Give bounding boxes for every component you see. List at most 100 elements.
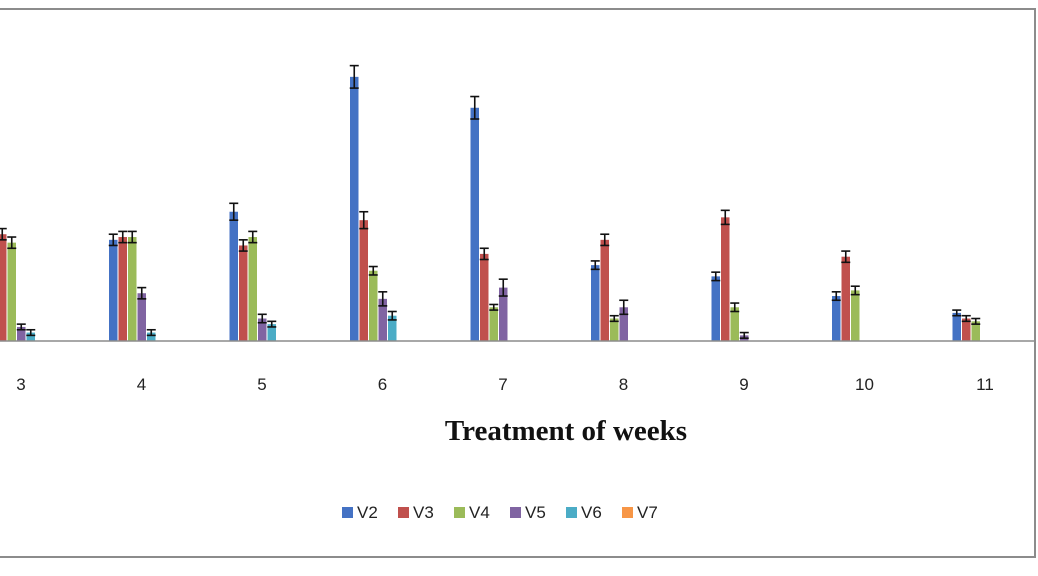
legend: V2 V3 V4 V5 V6 V7: [342, 503, 658, 522]
bar-v4-week-8: [610, 318, 619, 341]
bar-v2-week-9: [711, 276, 720, 341]
error-bar-v5-week-8: [619, 299, 629, 316]
bar-v5-week-7: [499, 287, 508, 341]
x-axis-title: Treatment of weeks: [445, 415, 687, 447]
x-tick-labels: 3 4 5 6 7 8 9 10 11: [16, 375, 994, 394]
error-bar-v5-week-5: [257, 313, 267, 324]
error-bar-v2-week-5: [229, 202, 239, 221]
legend-item-v2: V2: [342, 503, 378, 522]
error-bar-v6-week-3: [26, 328, 36, 337]
bar-v5-week-3: [17, 326, 26, 341]
legend-swatch: [566, 507, 577, 518]
bar-v4-week-4: [128, 237, 137, 341]
x-tick-label: 5: [257, 375, 266, 394]
error-bar-v5-week-7: [498, 278, 508, 297]
legend-label: V6: [581, 503, 602, 522]
error-bar-v4-week-5: [248, 230, 258, 244]
legend-label: V3: [413, 503, 434, 522]
bar-v3-week-3: [0, 234, 7, 341]
bar-v5-week-5: [258, 318, 267, 341]
error-bar-v4-week-10: [850, 285, 860, 296]
bar-v5-week-4: [137, 293, 146, 341]
error-bar-v4-week-4: [127, 230, 137, 244]
x-tick-label: 6: [378, 375, 387, 394]
bar-v6-week-5: [267, 324, 276, 341]
x-tick-label: 8: [619, 375, 628, 394]
bar-v3-week-10: [841, 256, 850, 341]
error-bar-v5-week-6: [378, 291, 388, 307]
error-bar-v2-week-8: [590, 260, 600, 271]
bar-v4-week-3: [7, 242, 16, 341]
error-bar-v3-week-6: [359, 210, 369, 230]
error-bar-v4-week-11: [971, 317, 981, 325]
error-bar-v5-week-3: [16, 323, 26, 331]
bar-v2-week-10: [832, 296, 841, 341]
bar-v4-week-7: [489, 307, 498, 341]
error-bar-v3-week-4: [118, 230, 128, 244]
legend-label: V7: [637, 503, 658, 522]
bar-v3-week-8: [600, 239, 609, 341]
bar-v2-week-5: [229, 211, 238, 341]
error-bar-v5-week-9: [739, 331, 749, 339]
error-bar-v6-week-6: [387, 310, 397, 321]
bar-v2-week-8: [591, 265, 600, 341]
x-tick-label: 7: [498, 375, 507, 394]
x-tick-label: 4: [137, 375, 146, 394]
legend-item-v4: V4: [454, 503, 490, 522]
error-bar-v2-week-10: [831, 291, 841, 302]
bar-v3-week-5: [239, 245, 248, 341]
bar-v2-week-11: [952, 312, 961, 341]
x-tick-label: 11: [976, 375, 994, 394]
chart-frame: [0, 8, 1036, 558]
legend-swatch: [454, 507, 465, 518]
error-bar-v3-week-8: [600, 233, 610, 247]
legend-swatch: [398, 507, 409, 518]
bar-v4-week-5: [248, 237, 257, 341]
x-tick-label: 9: [739, 375, 748, 394]
error-bar-v4-week-7: [489, 303, 499, 311]
error-bar-v3-week-11: [961, 314, 971, 323]
error-bar-v4-week-6: [368, 265, 378, 276]
legend-label: V4: [469, 503, 490, 522]
bar-v6-week-3: [26, 332, 35, 341]
x-tick-label: 3: [16, 375, 25, 394]
bar-v4-week-11: [971, 321, 980, 341]
x-tick-label: 10: [855, 375, 874, 394]
legend-item-v7: V7: [622, 503, 658, 522]
bar-v3-week-4: [118, 237, 127, 341]
error-bar-v4-week-8: [609, 314, 619, 323]
bar-v2-week-6: [350, 76, 359, 342]
error-bar-v3-week-3: [0, 227, 7, 241]
bar-v6-week-4: [147, 332, 156, 341]
bar-v5-week-8: [619, 307, 628, 341]
bar-v3-week-9: [721, 217, 730, 341]
bar-v6-week-6: [388, 315, 397, 341]
legend-swatch: [622, 507, 633, 518]
error-bar-v4-week-9: [730, 302, 740, 313]
error-bar-v6-week-5: [267, 320, 277, 328]
legend-label: V5: [525, 503, 546, 522]
bar-v3-week-7: [480, 253, 489, 341]
error-bar-v3-week-9: [720, 209, 730, 226]
bar-v4-week-10: [851, 290, 860, 341]
error-bar-v3-week-10: [841, 250, 851, 264]
error-bar-v2-week-11: [952, 309, 962, 317]
bar-v4-week-6: [369, 270, 378, 341]
error-bar-v4-week-3: [7, 236, 17, 250]
bar-v5-week-6: [378, 298, 387, 341]
legend-swatch: [510, 507, 521, 518]
error-bar-v2-week-4: [108, 233, 118, 247]
bar-v3-week-11: [962, 318, 971, 341]
legend-label: V2: [357, 503, 378, 522]
error-bar-v6-week-4: [146, 328, 156, 337]
error-bar-v5-week-4: [137, 286, 147, 300]
bar-v4-week-9: [730, 307, 739, 341]
bar-v2-week-4: [109, 239, 118, 341]
error-bar-v3-week-7: [479, 247, 489, 261]
legend-swatch: [342, 507, 353, 518]
error-bar-v3-week-5: [238, 239, 248, 252]
error-bar-v2-week-9: [711, 271, 721, 282]
bars-layer: [0, 64, 981, 342]
bar-v2-week-7: [470, 107, 479, 342]
